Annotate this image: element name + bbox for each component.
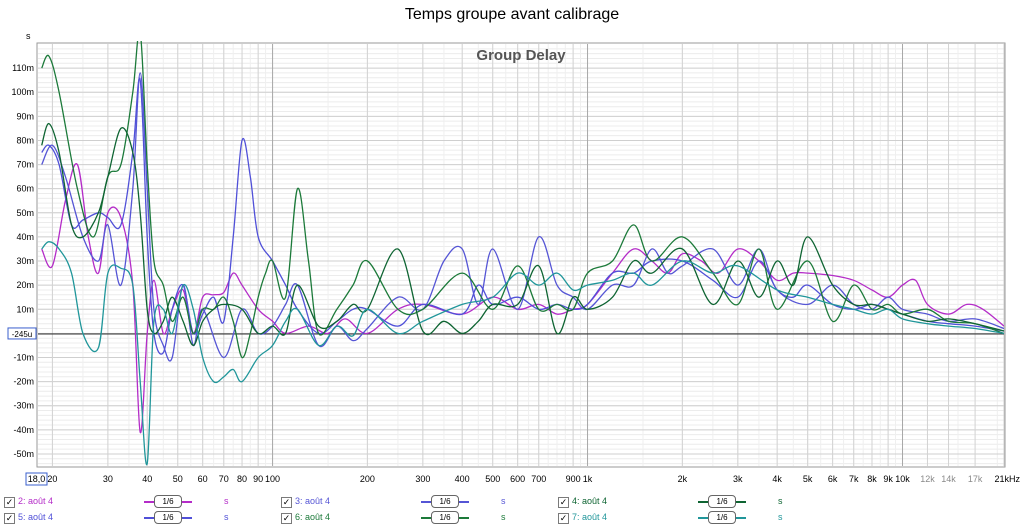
smoothing-value: 1/6 (154, 511, 182, 524)
x-tick-label: 20 (47, 474, 57, 484)
grid-layer (38, 44, 1005, 466)
legend-label: 3: août 4 (295, 496, 331, 506)
x-tick-label: 300 (415, 474, 430, 484)
x-tick-label: 5k (803, 474, 813, 484)
y-tick-label: 90m (16, 111, 34, 121)
legend-unit: s (224, 512, 229, 522)
y-tick-label: 30m (16, 256, 34, 266)
legend-unit: s (778, 512, 783, 522)
y-tick-label: -50m (13, 449, 34, 459)
legend-label: 2: août 4 (18, 496, 54, 506)
smoothing-control[interactable]: 1/6 (698, 511, 746, 525)
x-tick-label: 12k (920, 474, 935, 484)
x-tick-label: 50 (173, 474, 183, 484)
legend-label: 4: août 4 (572, 496, 608, 506)
x-tick-label: 3k (733, 474, 743, 484)
y-tick-label: 40m (16, 232, 34, 242)
smoothing-control[interactable]: 1/6 (421, 495, 469, 509)
checkbox[interactable]: ✓ (558, 513, 569, 524)
y-tick-label: 20m (16, 280, 34, 290)
series-line (41, 41, 1004, 359)
x-tick-label: 500 (485, 474, 500, 484)
x-tick-label: 1k (583, 474, 593, 484)
x-tick-label: 8k (867, 474, 877, 484)
smoothing-control[interactable]: 1/6 (421, 511, 469, 525)
x-tick-label: 14k (941, 474, 956, 484)
y-tick-label: -20m (13, 377, 34, 387)
y-tick-label: 50m (16, 208, 34, 218)
group-delay-chart[interactable]: 110m 100m 90m 80m 70m 60m 50m 40m 30m 20m 10m -10m -… (0, 0, 1024, 492)
x-start-label: 18,0 (28, 474, 46, 484)
smoothing-control[interactable]: 1/6 (698, 495, 746, 509)
x-tick-label: 2k (678, 474, 688, 484)
x-tick-label: 7k (849, 474, 859, 484)
x-start-box (25, 472, 48, 486)
chart-subtitle: Group Delay (476, 47, 566, 64)
x-tick-label: 900 (566, 474, 581, 484)
axis-layer: 110m 100m 90m 80m 70m 60m 50m 40m 30m 20m 10m -10m -… (7, 63, 1020, 486)
legend-unit: s (778, 496, 783, 506)
reference-value-box (7, 327, 37, 340)
y-tick-label: 70m (16, 160, 34, 170)
smoothing-control[interactable]: 1/6 (144, 511, 192, 525)
y-tick-label: -40m (13, 425, 34, 435)
x-tick-label: 700 (531, 474, 546, 484)
y-tick-label: 110m (12, 63, 34, 73)
legend-label: 5: août 4 (18, 512, 54, 522)
x-tick-label: 10k (895, 474, 910, 484)
x-tick-label: 60 (198, 474, 208, 484)
series-line (41, 241, 1004, 466)
y-tick-label: 60m (16, 184, 34, 194)
x-tick-label: 400 (455, 474, 470, 484)
checkbox[interactable]: ✓ (4, 497, 15, 508)
y-tick-label: 100m (11, 87, 34, 97)
checkbox[interactable]: ✓ (281, 513, 292, 524)
x-tick-label: 40 (142, 474, 152, 484)
legend-unit: s (501, 512, 506, 522)
x-tick-label: 200 (360, 474, 375, 484)
y-tick-label: -30m (13, 401, 34, 411)
y-tick-label: 80m (16, 135, 34, 145)
smoothing-value: 1/6 (708, 511, 736, 524)
x-tick-label: 600 (510, 474, 525, 484)
x-tick-label: 6k (828, 474, 838, 484)
x-tick-label: 4k (772, 474, 782, 484)
reference-value-label: -245u (12, 330, 32, 339)
checkbox[interactable]: ✓ (558, 497, 569, 508)
checkbox[interactable]: ✓ (4, 513, 15, 524)
legend-label: 6: août 4 (295, 512, 331, 522)
series-layer (41, 41, 1004, 466)
smoothing-value: 1/6 (431, 495, 459, 508)
legend-unit: s (224, 496, 229, 506)
series-line (41, 122, 1004, 347)
x-tick-label: 70 (219, 474, 229, 484)
series-line (41, 77, 1004, 355)
x-tick-label: 21kHz (994, 474, 1020, 484)
x-tick-label: 30 (103, 474, 113, 484)
x-tick-label: 90 (253, 474, 263, 484)
x-tick-label: 100 (265, 474, 280, 484)
y-tick-label: 10m (16, 304, 34, 314)
smoothing-control[interactable]: 1/6 (144, 495, 192, 509)
x-tick-label: 17k (968, 474, 983, 484)
x-tick-label: 80 (237, 474, 247, 484)
y-tick-label: -10m (13, 352, 34, 362)
legend-unit: s (501, 496, 506, 506)
chart-title: Temps groupe avant calibrage (404, 6, 620, 23)
legend-label: 7: août 4 (572, 512, 608, 522)
y-axis-unit-label: s (26, 31, 31, 41)
smoothing-value: 1/6 (154, 495, 182, 508)
x-tick-label: 9k (883, 474, 893, 484)
legend-panel: ✓ 2: août 4 1/6 s ✓ 3: août 4 1/6 s ✓ 4:… (0, 492, 1024, 529)
smoothing-value: 1/6 (431, 511, 459, 524)
checkbox[interactable]: ✓ (281, 497, 292, 508)
smoothing-value: 1/6 (708, 495, 736, 508)
